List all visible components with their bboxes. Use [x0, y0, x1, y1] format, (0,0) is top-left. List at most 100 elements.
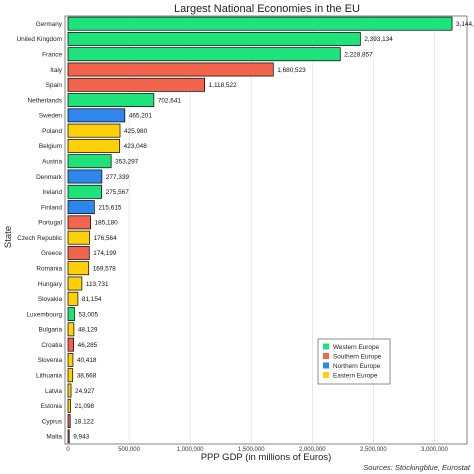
legend-swatch — [323, 343, 329, 350]
bar — [67, 291, 79, 306]
bar — [67, 184, 103, 199]
bar-value-label: 3,144,050 — [456, 21, 474, 28]
category-label: Cyprus — [42, 418, 62, 425]
category-label: Germany — [36, 21, 63, 28]
legend-label: Southern Europe — [333, 354, 382, 361]
bar — [67, 154, 112, 169]
category-label: Slovakia — [38, 296, 63, 303]
bars-group: 3,144,050 2,393,134 2,228,857 1,680,523 1,11… — [67, 16, 474, 444]
category-label: Spain — [46, 82, 63, 89]
category-label: Malta — [46, 434, 62, 441]
bar — [67, 322, 75, 337]
category-label: Austria — [42, 159, 62, 166]
category-label: Hungary — [38, 281, 63, 288]
bar — [67, 200, 95, 214]
category-label: Latvia — [45, 388, 62, 395]
x-tick-label: 2,500,000 — [360, 447, 387, 453]
bar — [67, 77, 205, 92]
category-label: Netherlands — [28, 97, 62, 104]
bar-value-label: 24,927 — [75, 388, 95, 395]
x-tick-label: 2,000,000 — [299, 447, 326, 453]
bar-value-label: 423,048 — [124, 143, 148, 150]
bar-value-label: 40,418 — [77, 357, 97, 364]
bar-value-label: 113,731 — [86, 281, 109, 288]
bar-value-label: 176,564 — [94, 235, 118, 242]
legend-swatch — [323, 353, 329, 359]
bar-value-label: 1,118,522 — [209, 82, 237, 89]
bar-value-label: 18,122 — [74, 418, 94, 425]
category-label: France — [42, 52, 62, 59]
bar — [67, 108, 126, 123]
category-label: Czech Republic — [17, 235, 63, 242]
bar-value-label: 2,393,134 — [364, 36, 393, 43]
bar-value-label: 53,005 — [78, 311, 98, 318]
category-label: Estonia — [41, 403, 63, 410]
category-label: Slovenia — [37, 357, 62, 364]
bar-value-label: 465,201 — [129, 113, 153, 120]
bar — [67, 307, 75, 321]
category-label: Lithuania — [36, 373, 62, 380]
bar-value-label: 702,641 — [158, 97, 182, 104]
bar-value-label: 21,098 — [75, 403, 95, 410]
x-tick-label: 1,000,000 — [177, 447, 204, 453]
bar — [67, 47, 341, 62]
category-labels: Germany United Kingdom France Italy Spain Net… — [17, 21, 63, 441]
bar-value-label: 46,285 — [78, 342, 98, 349]
source-note: Sources: Stockingblue, Eurostat — [363, 463, 471, 472]
category-label: Bulgaria — [39, 327, 63, 334]
legend-swatch — [323, 362, 329, 369]
x-tick-label: 3,000,000 — [421, 447, 448, 453]
category-label: Italy — [50, 67, 63, 74]
bar — [67, 139, 121, 153]
x-tick-label: 1,500,000 — [238, 447, 265, 453]
bar — [67, 429, 70, 444]
x-tick-label: 0 — [66, 447, 70, 453]
category-label: Denmark — [36, 174, 63, 181]
category-label: Greece — [41, 250, 62, 257]
bar — [67, 32, 361, 46]
bar-value-label: 215,615 — [98, 204, 122, 211]
category-label: Luxembourg — [26, 311, 62, 318]
x-axis-ticks: 0 500,000 1,000,000 1,500,000 2,000,000 2,500… — [66, 447, 448, 453]
bar-value-label: 353,297 — [115, 159, 139, 166]
bar-value-label: 425,980 — [124, 128, 148, 135]
bar — [67, 276, 83, 291]
category-label: Romania — [36, 266, 62, 273]
bar — [67, 230, 90, 245]
legend-box — [317, 338, 391, 385]
legend-swatch — [323, 372, 329, 378]
bar — [67, 398, 71, 413]
bar — [67, 16, 453, 31]
bar-value-label: 38,668 — [77, 373, 97, 380]
category-label: Belgium — [39, 143, 62, 150]
x-axis-label: PPP GDP (in millions of Euros) — [201, 452, 332, 463]
chart-title: Largest National Economies in the EU — [174, 3, 360, 15]
category-label: United Kingdom — [17, 36, 62, 43]
bar-value-label: 48,129 — [78, 327, 98, 334]
legend-label: Eastern Europe — [333, 373, 378, 380]
legend: Western Europe Southern Europe Northern Eu… — [317, 338, 391, 385]
bar — [67, 414, 71, 428]
category-label: Croatia — [41, 342, 62, 349]
bar — [67, 368, 74, 383]
bar-value-label: 174,199 — [93, 250, 117, 257]
bar-value-label: 275,567 — [106, 189, 130, 196]
category-label: Portugal — [38, 220, 62, 227]
legend-label: Northern Europe — [333, 363, 381, 370]
bar-value-label: 1,680,523 — [277, 67, 306, 74]
bar — [67, 383, 72, 398]
bar — [67, 93, 155, 107]
bar — [67, 337, 75, 352]
category-label: Poland — [42, 128, 62, 135]
bar-value-label: 185,180 — [95, 220, 119, 227]
bar — [67, 169, 103, 184]
bar-value-label: 169,578 — [93, 266, 117, 273]
bar-value-label: 9,943 — [73, 434, 89, 441]
category-label: Ireland — [42, 189, 62, 196]
x-tick-label: 500,000 — [118, 447, 140, 453]
bar-value-label: 277,339 — [106, 174, 130, 181]
category-label: Sweden — [39, 113, 63, 120]
bar — [67, 261, 90, 276]
legend-label: Western Europe — [333, 344, 380, 351]
